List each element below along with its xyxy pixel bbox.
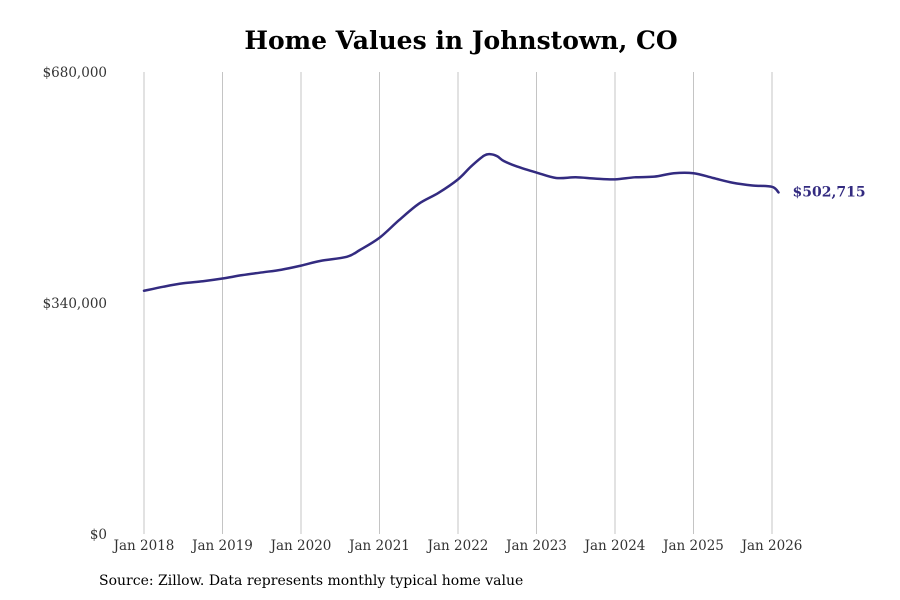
y-tick-label: $0 [90, 527, 107, 543]
source-note: Source: Zillow. Data represents monthly … [99, 573, 524, 589]
x-tick-label: Jan 2019 [190, 538, 253, 554]
x-tick-label: Jan 2023 [504, 538, 567, 554]
vertical-gridlines [143, 72, 773, 534]
x-axis-tick-labels: Jan 2018 Jan 2019 Jan 2020 Jan 2021 Jan 2022… [112, 538, 803, 554]
end-value-label: $502,715 [793, 184, 866, 200]
y-tick-label: $340,000 [43, 296, 107, 312]
x-tick-label: Jan 2022 [426, 538, 489, 554]
y-tick-label: $680,000 [43, 65, 107, 81]
series-group [142, 152, 780, 293]
x-tick-label: Jan 2025 [661, 538, 724, 554]
series-line-0 [142, 152, 780, 293]
x-tick-label: Jan 2021 [347, 538, 410, 554]
y-axis-tick-labels: $0 $340,000 $680,000 [43, 65, 107, 543]
x-tick-label: Jan 2020 [269, 538, 332, 554]
x-tick-label: Jan 2024 [583, 538, 646, 554]
chart-title: Home Values in Johnstown, CO [244, 26, 678, 55]
x-tick-label: Jan 2018 [112, 538, 175, 554]
end-label-group: $502,715 [793, 184, 866, 200]
x-tick-label: Jan 2026 [740, 538, 803, 554]
